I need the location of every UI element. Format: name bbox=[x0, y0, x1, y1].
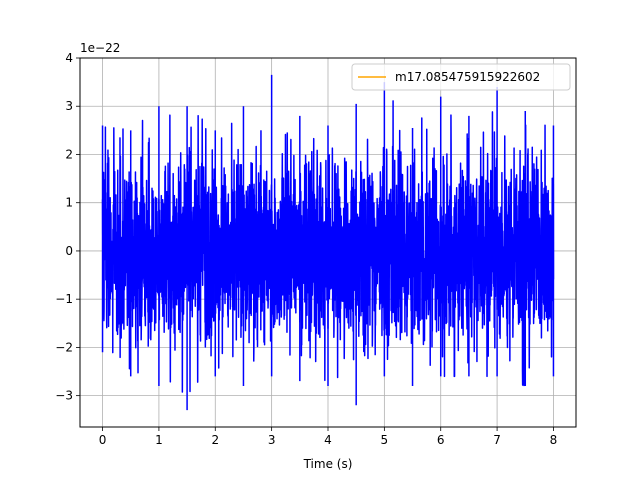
legend-box bbox=[351, 63, 571, 91]
series-layer bbox=[101, 74, 555, 411]
x-tick-label: 8 bbox=[550, 433, 558, 447]
x-tick-label: 2 bbox=[211, 433, 219, 447]
x-tick-label: 3 bbox=[268, 433, 276, 447]
legend: m17.085475915922602 bbox=[351, 63, 571, 91]
x-tick-label: 4 bbox=[324, 433, 332, 447]
y-axis-ticks: −3 −2 −1 0 1 2 3 4 bbox=[55, 51, 80, 403]
x-tick-label: 5 bbox=[381, 433, 389, 447]
x-tick-label: 7 bbox=[493, 433, 501, 447]
x-tick-label: 1 bbox=[155, 433, 163, 447]
y-tick-label: 2 bbox=[65, 147, 73, 161]
y-tick-label: 0 bbox=[65, 244, 73, 258]
x-axis-label: Time (s) bbox=[303, 457, 353, 471]
x-axis-ticks: 0 1 2 3 4 5 6 7 8 bbox=[99, 427, 558, 447]
y-tick-label: 3 bbox=[65, 99, 73, 113]
y-tick-label: 1 bbox=[65, 196, 73, 210]
legend-entry-label: m17.085475915922602 bbox=[395, 70, 540, 84]
y-axis-offset-label: 1e−22 bbox=[80, 41, 120, 55]
y-tick-label: −3 bbox=[55, 389, 73, 403]
y-tick-label: −2 bbox=[55, 340, 73, 354]
y-tick-label: 4 bbox=[65, 51, 73, 65]
x-tick-label: 6 bbox=[437, 433, 445, 447]
x-tick-label: 0 bbox=[99, 433, 107, 447]
y-tick-label: −1 bbox=[55, 292, 73, 306]
